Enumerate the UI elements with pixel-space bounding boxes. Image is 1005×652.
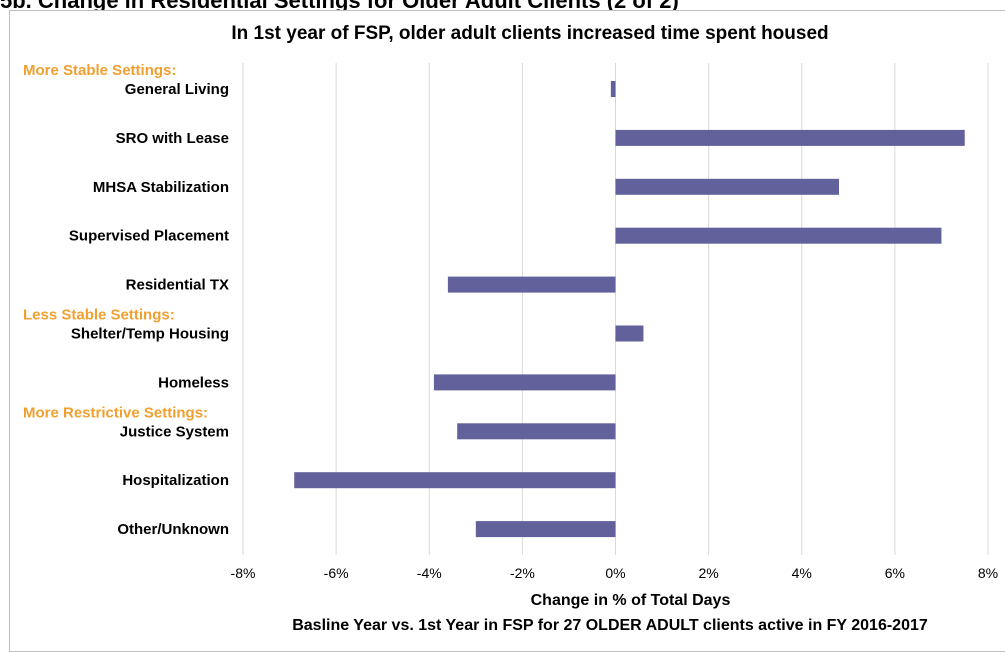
x-tick-label: 8% <box>978 565 998 581</box>
x-tick-label: -4% <box>417 565 442 581</box>
chart-frame: In 1st year of FSP, older adult clients … <box>9 10 1005 652</box>
bar <box>294 472 616 489</box>
category-labels: General Living SRO with Lease MHSA Stabili… <box>69 81 229 538</box>
category-label: Justice System <box>120 423 229 440</box>
x-tick-labels: -8% -6% -4% -2% 0% 2% 4% 6% 8% <box>231 565 999 581</box>
bar <box>475 521 616 538</box>
bars <box>294 81 965 538</box>
category-label: MHSA Stabilization <box>93 179 229 196</box>
group-label: Less Stable Settings: <box>23 307 175 324</box>
x-tick-label: 4% <box>792 565 812 581</box>
category-label: Supervised Placement <box>69 228 229 245</box>
x-tick-label: 6% <box>885 565 905 581</box>
x-tick-label: 2% <box>699 565 719 581</box>
x-tick-label: -6% <box>324 565 349 581</box>
category-label: Hospitalization <box>122 472 229 489</box>
bar <box>615 129 965 146</box>
slide-title: 5b. Change in Residential Settings for O… <box>0 0 679 13</box>
x-tick-label: -2% <box>510 565 535 581</box>
bar-chart: In 1st year of FSP, older adult clients … <box>23 23 999 634</box>
bar <box>615 227 942 244</box>
chart-footnote: Basline Year vs. 1st Year in FSP for 27 … <box>292 617 928 634</box>
category-label: General Living <box>125 81 229 98</box>
group-label: More Stable Settings: <box>23 62 176 79</box>
bar <box>615 325 644 342</box>
category-label: Residential TX <box>126 277 229 294</box>
chart-title: In 1st year of FSP, older adult clients … <box>231 23 828 44</box>
category-label: Other/Unknown <box>117 521 229 538</box>
x-tick-label: -8% <box>231 565 256 581</box>
bar <box>615 178 839 195</box>
bar <box>447 276 616 293</box>
bar <box>433 374 616 391</box>
category-label: Homeless <box>158 374 229 391</box>
group-labels: More Stable Settings: Less Stable Setting… <box>23 62 208 421</box>
bar <box>610 81 616 97</box>
category-label: Shelter/Temp Housing <box>71 326 229 343</box>
x-tick-label: 0% <box>605 565 625 581</box>
group-label: More Restrictive Settings: <box>23 404 208 421</box>
x-axis-label: Change in % of Total Days <box>531 592 731 609</box>
bar <box>457 423 616 440</box>
category-label: SRO with Lease <box>116 130 229 147</box>
